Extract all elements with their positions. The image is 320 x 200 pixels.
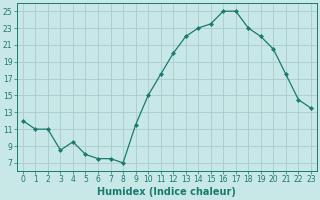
X-axis label: Humidex (Indice chaleur): Humidex (Indice chaleur) (98, 187, 236, 197)
